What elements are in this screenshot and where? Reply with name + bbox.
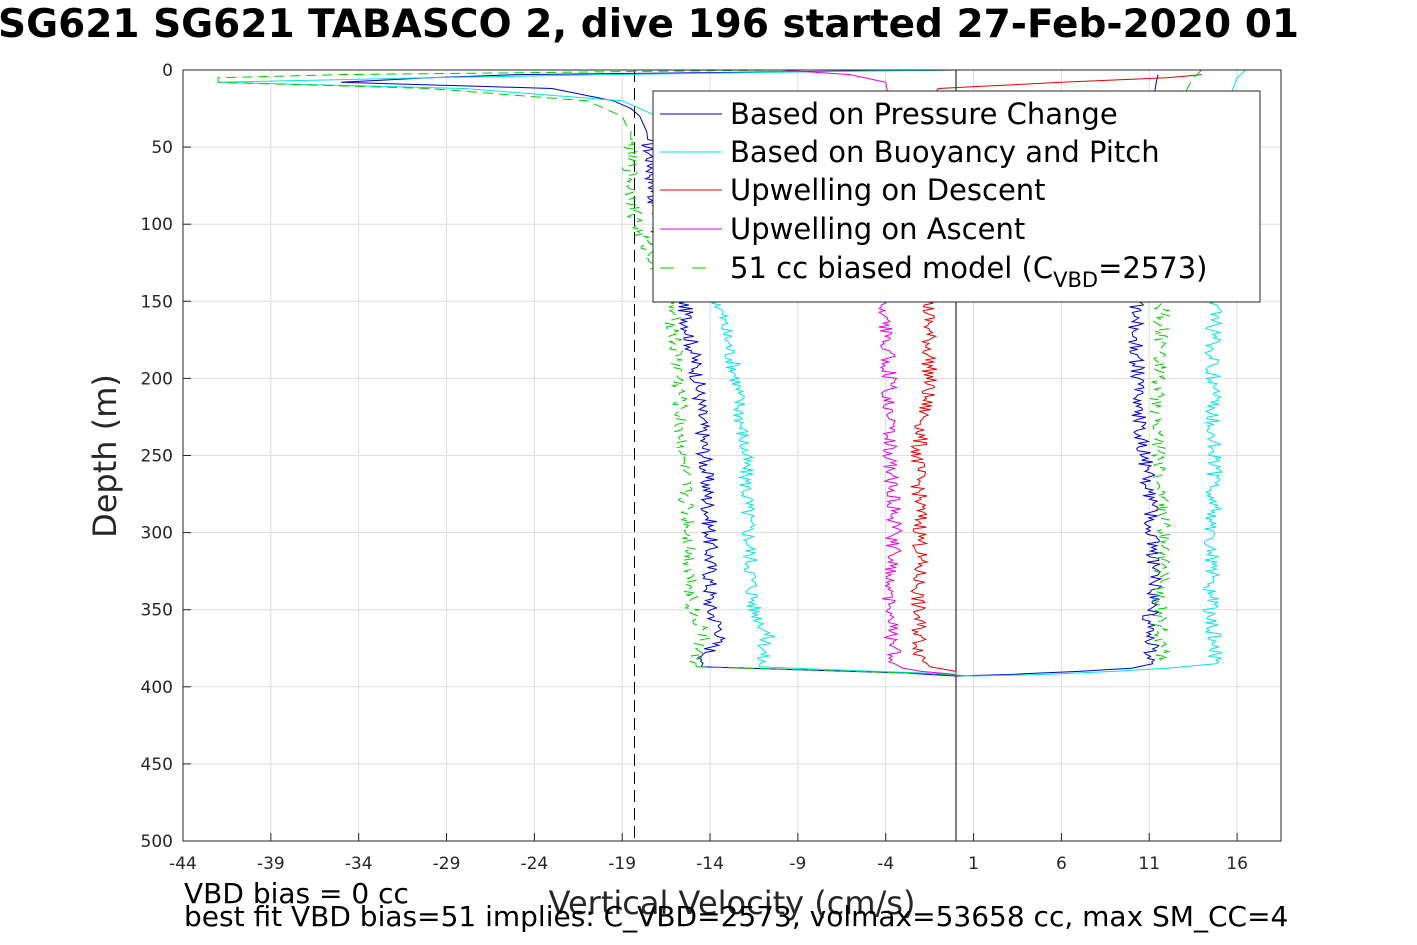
series-line-turn bbox=[929, 666, 957, 675]
legend-label: Upwelling on Ascent bbox=[730, 212, 1025, 246]
x-tick-label: 11 bbox=[1138, 854, 1160, 874]
legend-label: Upwelling on Descent bbox=[730, 173, 1046, 207]
y-tick-label: 400 bbox=[141, 678, 173, 698]
legend-box bbox=[652, 90, 1261, 303]
x-tick-label: -44 bbox=[169, 854, 197, 874]
series-line-descent bbox=[341, 69, 957, 668]
y-tick-label: 300 bbox=[141, 524, 173, 544]
x-tick-label: -9 bbox=[789, 854, 806, 874]
x-tick-label: -29 bbox=[433, 854, 461, 874]
x-tick-label: -19 bbox=[608, 854, 636, 874]
chart-title: SG621 SG621 TABASCO 2, dive 196 started … bbox=[0, 2, 1299, 47]
x-tick-label: 16 bbox=[1226, 854, 1248, 874]
y-tick-label: 500 bbox=[141, 832, 173, 852]
tick-labels: -44 -39 -34 -29 -24 -19 -14 -9 -4 1 6 11 16050100150… bbox=[141, 61, 1248, 874]
best-fit-note: best fit VBD bias=51 implies: C_VBD=2573… bbox=[184, 900, 1289, 933]
legend-suffix: =2573) bbox=[1098, 251, 1207, 285]
series-line-turn bbox=[695, 666, 957, 675]
series-line-descent bbox=[217, 69, 781, 667]
x-tick-label: 6 bbox=[1056, 854, 1067, 874]
legend-label: Based on Pressure Change bbox=[730, 97, 1118, 131]
series-line-turn bbox=[894, 663, 957, 675]
legend: Based on Pressure Change Based on Buoyanc… bbox=[652, 90, 1261, 303]
legend-label: Based on Buoyancy and Pitch bbox=[730, 135, 1160, 169]
y-tick-label: 350 bbox=[141, 601, 173, 621]
vbd-bias-note: VBD bias = 0 cc bbox=[184, 877, 409, 910]
y-tick-label: 250 bbox=[141, 447, 173, 467]
series-line-turn bbox=[759, 663, 1217, 677]
x-tick-label: -4 bbox=[877, 854, 894, 874]
y-tick-label: 0 bbox=[162, 61, 173, 81]
x-tick-label: -24 bbox=[520, 854, 548, 874]
legend-subscript: VBD bbox=[1053, 268, 1098, 292]
x-tick-label: 1 bbox=[968, 854, 979, 874]
y-axis-label: Depth (m) bbox=[86, 374, 124, 538]
y-tick-label: 50 bbox=[151, 138, 173, 158]
x-tick-label: -39 bbox=[257, 854, 285, 874]
x-axis-label: Vertical Velocity (cm/s) bbox=[549, 884, 916, 922]
x-tick-label: -34 bbox=[345, 854, 373, 874]
y-tick-label: 450 bbox=[141, 755, 173, 775]
y-tick-label: 150 bbox=[141, 292, 173, 312]
x-tick-label: -14 bbox=[696, 854, 724, 874]
y-tick-label: 200 bbox=[141, 369, 173, 389]
y-tick-label: 100 bbox=[141, 215, 173, 235]
